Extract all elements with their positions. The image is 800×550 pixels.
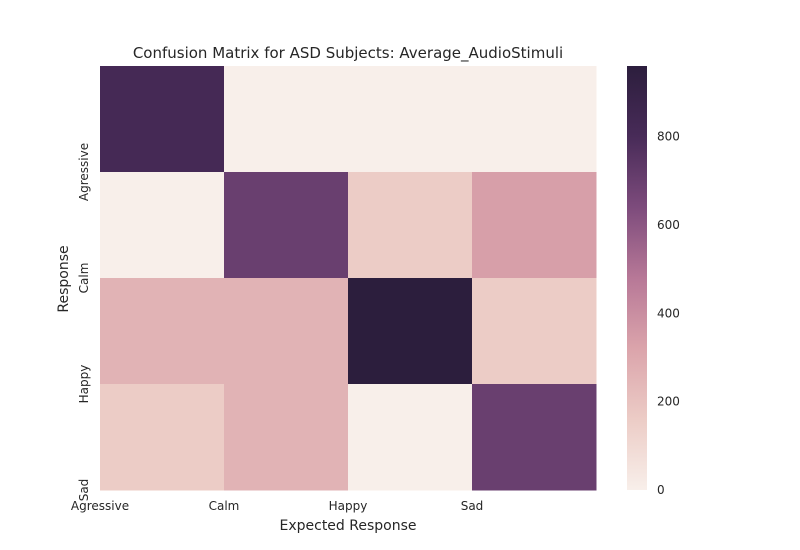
colorbar-tick-label: 800 xyxy=(657,130,680,144)
heatmap-cell xyxy=(224,66,349,173)
x-tick-label: Agressive xyxy=(71,499,129,513)
y-tick-labels: Agressive Calm Happy Sad xyxy=(77,143,91,501)
heatmap-cell xyxy=(100,278,225,385)
y-tick-label: Calm xyxy=(77,263,91,294)
y-tick-label: Sad xyxy=(77,479,91,502)
x-tick-label: Sad xyxy=(461,499,484,513)
heatmap-cell xyxy=(348,384,473,491)
x-tick-label: Happy xyxy=(329,499,368,513)
heatmap-cell xyxy=(224,384,349,491)
heatmap-cell xyxy=(348,66,473,173)
heatmap-cell xyxy=(472,66,597,173)
heatmap-cell xyxy=(100,172,225,279)
colorbar xyxy=(627,66,647,490)
heatmap-cell xyxy=(348,172,473,279)
y-tick-label: Agressive xyxy=(77,143,91,201)
colorbar-tick-label: 400 xyxy=(657,306,680,320)
heatmap-cell xyxy=(224,278,349,385)
heatmap-cell xyxy=(100,66,225,173)
x-tick-label: Calm xyxy=(209,499,240,513)
colorbar-tick-labels: 0 200 400 600 800 xyxy=(657,130,680,497)
heatmap-cell xyxy=(348,278,473,385)
y-axis-label: Response xyxy=(56,245,72,312)
chart-title: Confusion Matrix for ASD Subjects: Avera… xyxy=(133,44,563,63)
heatmap-cell xyxy=(472,172,597,279)
y-tick-label: Happy xyxy=(77,365,91,404)
heatmap-cell xyxy=(224,172,349,279)
heatmap-cell xyxy=(100,384,225,491)
x-tick-labels: Agressive Calm Happy Sad xyxy=(71,499,483,513)
x-axis-label: Expected Response xyxy=(279,518,416,534)
colorbar-tick-label: 600 xyxy=(657,218,680,232)
heatmap-cell xyxy=(472,384,597,491)
heatmap-cells xyxy=(100,66,597,491)
colorbar-tick-label: 200 xyxy=(657,395,680,409)
heatmap-cell xyxy=(472,278,597,385)
colorbar-tick-label: 0 xyxy=(657,483,665,497)
